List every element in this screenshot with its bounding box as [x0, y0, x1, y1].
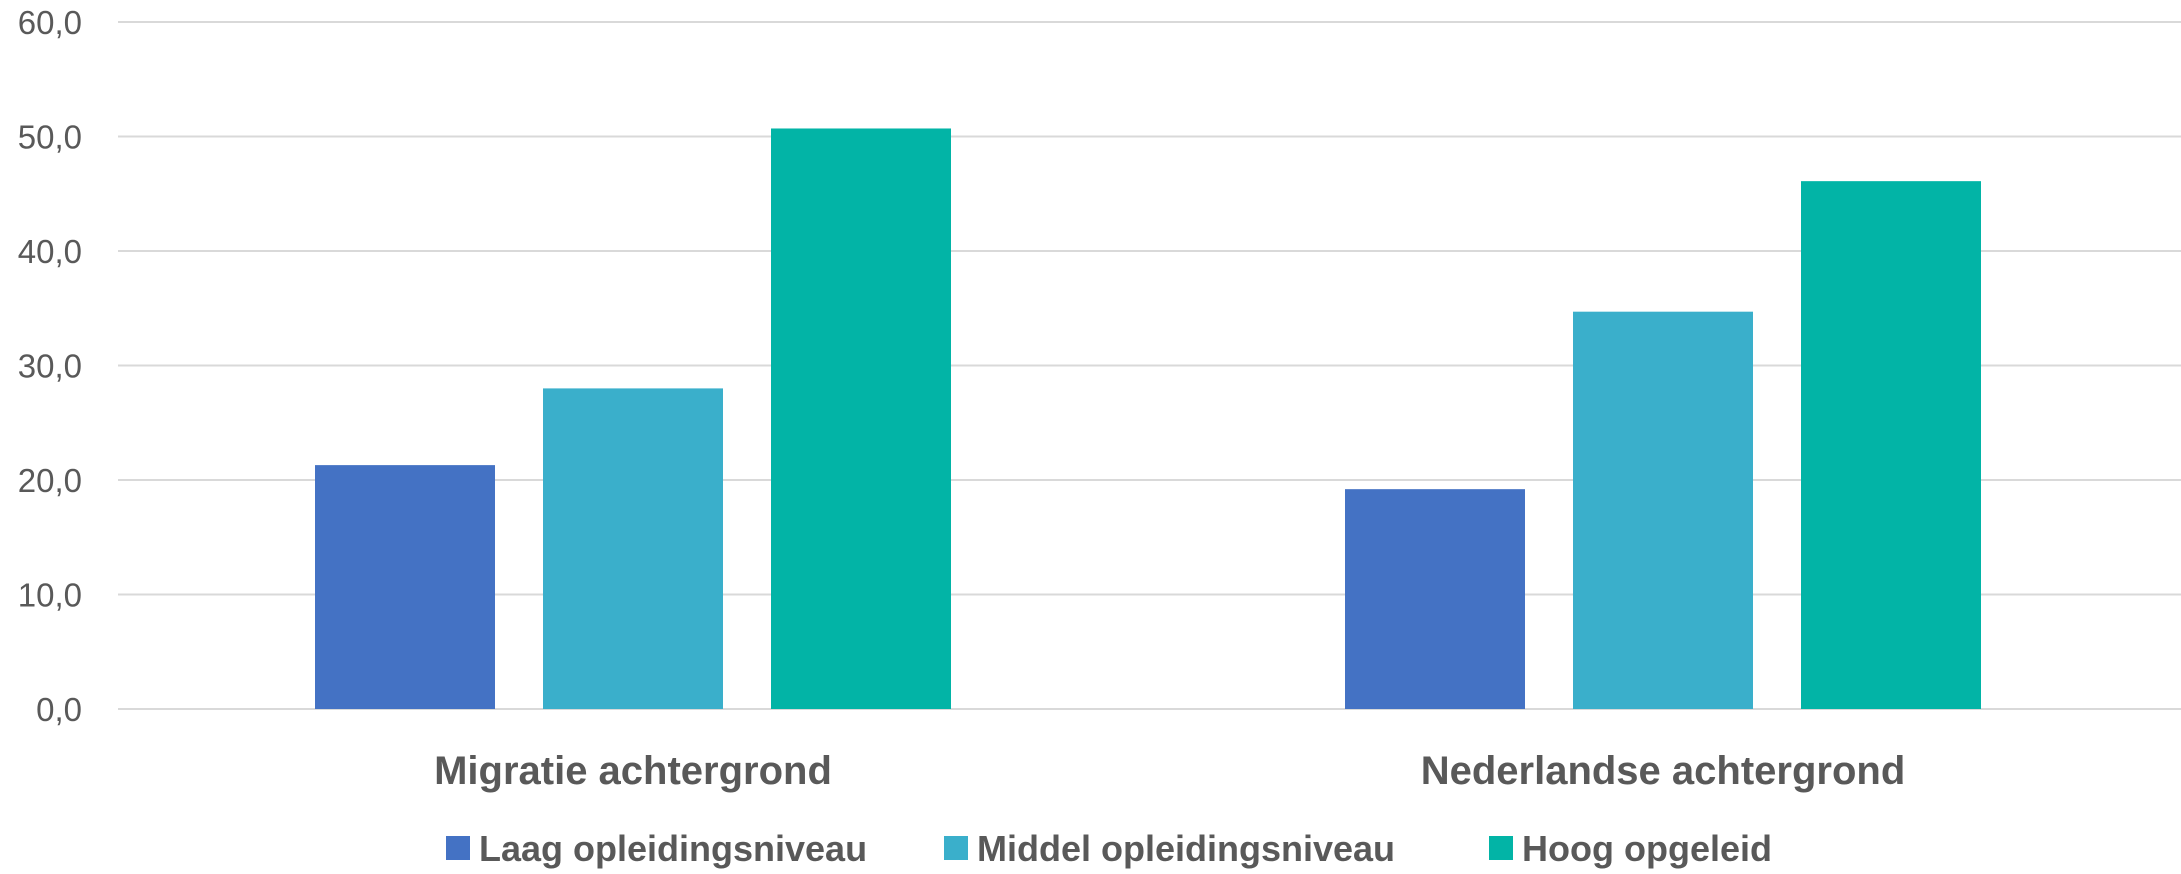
- x-axis-categories: Migratie achtergrond Nederlandse achtergr…: [434, 749, 1905, 793]
- x-category-label: Nederlandse achtergrond: [1421, 749, 1906, 793]
- y-tick-label: 20,0: [18, 462, 82, 499]
- legend-label: Laag opleidingsniveau: [479, 828, 867, 869]
- legend-swatch: [446, 836, 470, 860]
- legend-label: Hoog opgeleid: [1522, 828, 1772, 869]
- legend-swatch: [944, 836, 968, 860]
- y-tick-label: 40,0: [18, 233, 82, 270]
- legend-swatch: [1489, 836, 1513, 860]
- bar-1-1: [315, 465, 495, 709]
- bar-2-2: [1573, 311, 1753, 709]
- y-tick-label: 50,0: [18, 119, 82, 156]
- legend-label: Middel opleidingsniveau: [977, 828, 1395, 869]
- x-category-label: Migratie achtergrond: [434, 749, 832, 793]
- y-tick-label: 0,0: [36, 691, 82, 728]
- bar-1-2: [1345, 489, 1525, 709]
- bars: [315, 128, 1981, 710]
- bar-3-1: [771, 128, 951, 710]
- bar-3-2: [1801, 181, 1981, 709]
- y-tick-label: 30,0: [18, 348, 82, 385]
- y-tick-label: 10,0: [18, 577, 82, 614]
- y-tick-label: 60,0: [18, 4, 82, 41]
- y-axis-ticks: 0,0 10,0 20,0 30,0 40,0 50,0 60,0: [18, 4, 82, 728]
- bar-2-1: [543, 388, 723, 709]
- legend: Laag opleidingsniveau Middel opleidingsni…: [446, 828, 1772, 869]
